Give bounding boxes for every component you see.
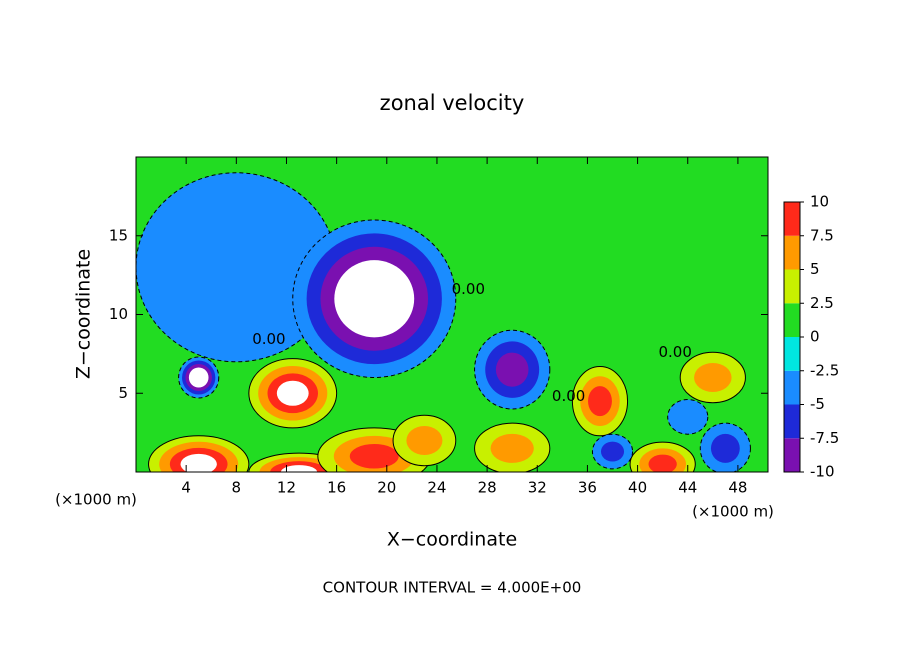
contour-label: 0.00 [452, 280, 485, 298]
contour-band [495, 352, 529, 387]
x-tick-label: 20 [377, 479, 396, 497]
colorbar-band [784, 303, 800, 337]
contour-band [710, 433, 740, 463]
colorbar-label: 2.5 [810, 294, 834, 312]
colorbar-band [784, 202, 800, 236]
x-tick-label: 12 [277, 479, 296, 497]
colorbar-band [784, 404, 800, 439]
colorbar-label: -7.5 [810, 429, 839, 447]
colorbar-label: 10 [810, 193, 829, 211]
colorbar-label: -10 [810, 463, 835, 481]
contour-band [694, 363, 732, 392]
contour-band [667, 399, 709, 435]
x-tick-label: 24 [427, 479, 446, 497]
x-unit: (×1000 m) [692, 503, 774, 521]
contour-band [192, 370, 206, 385]
colorbar-band [784, 337, 800, 371]
x-label: X−coordinate [387, 529, 517, 551]
contour-band [600, 441, 625, 462]
contour-label: 0.00 [552, 387, 585, 405]
colorbar-band [784, 370, 800, 405]
colorbar-label: 0 [810, 328, 820, 346]
y-tick-label: 10 [109, 305, 128, 323]
x-tick-label: 32 [528, 479, 547, 497]
contour-band [280, 465, 318, 472]
contour-band [490, 433, 534, 463]
contour-label: 0.00 [659, 343, 692, 361]
x-tick-label: 8 [232, 479, 242, 497]
contour-band [648, 454, 677, 472]
x-tick-label: 28 [478, 479, 497, 497]
colorbar-band [784, 269, 800, 304]
colorbar-label: 7.5 [810, 226, 834, 244]
contour-band [276, 380, 309, 406]
contour-band [348, 273, 401, 324]
x-tick-label: 16 [327, 479, 346, 497]
x-tick-label: 48 [728, 479, 747, 497]
colorbar-label: -5 [810, 395, 825, 413]
y-label: Z−coordinate [73, 249, 95, 379]
footer: CONTOUR INTERVAL = 4.000E+00 [323, 579, 582, 597]
chart-title: zonal velocity [380, 91, 525, 115]
x-tick-label: 40 [628, 479, 647, 497]
contour-band [349, 443, 399, 469]
x-tick-label: 4 [181, 479, 191, 497]
x-tick-label: 44 [678, 479, 697, 497]
colorbar-label: -2.5 [810, 361, 839, 379]
y-tick-label: 15 [109, 226, 128, 244]
contour-band [406, 426, 443, 455]
contour-band [588, 386, 612, 417]
colorbar-label: 5 [810, 260, 820, 278]
x-tick-label: 36 [578, 479, 597, 497]
field: 0.00 0.00 0.00 0.00 [136, 172, 751, 472]
colorbar-band [784, 438, 800, 472]
x-unit: (×1000 m) [55, 491, 137, 509]
y-tick-label: 5 [118, 384, 128, 402]
contour-label: 0.00 [252, 330, 285, 348]
colorbar-band [784, 235, 800, 270]
contour-band [180, 453, 217, 472]
